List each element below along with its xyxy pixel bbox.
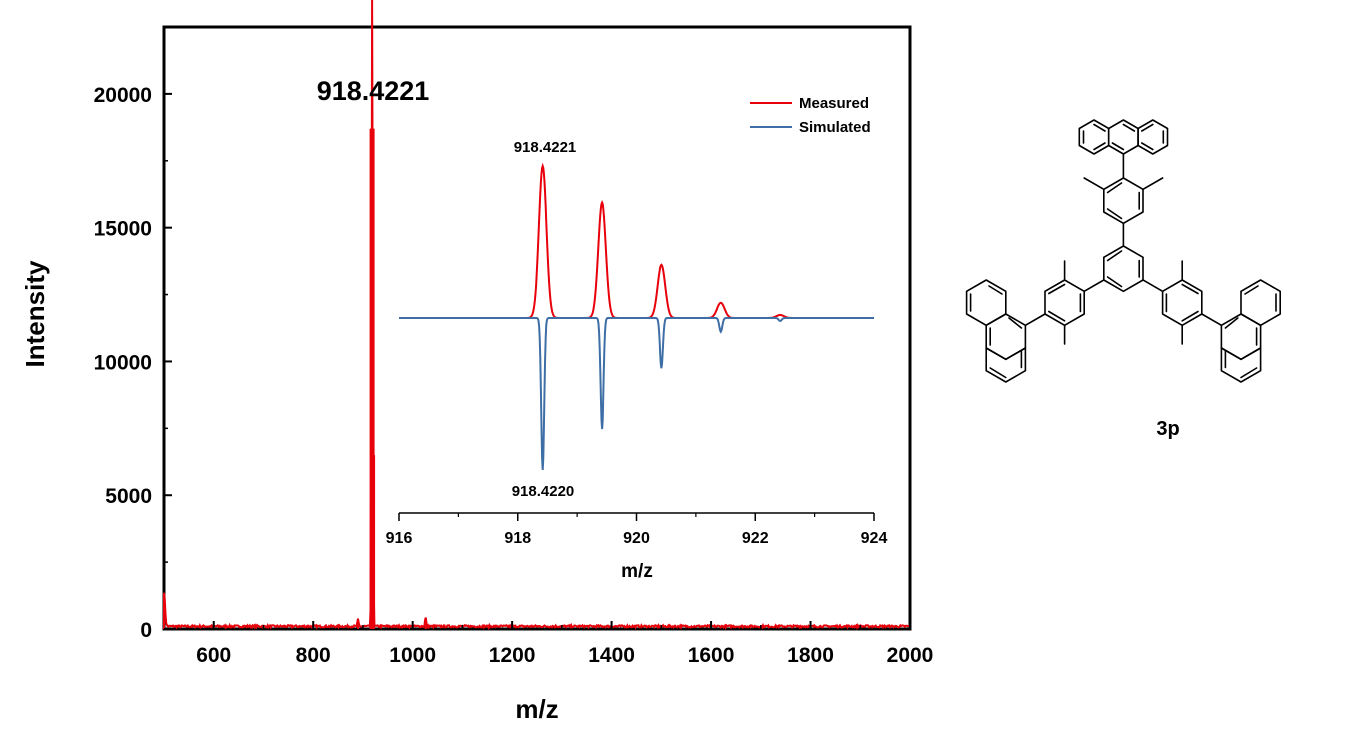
inset-x-axis-title: m/z bbox=[621, 561, 653, 582]
x-tick-label: 1000 bbox=[389, 644, 436, 667]
main-x-ticks: 600 800 1000 1200 1400 1600 1800 2000 bbox=[196, 621, 933, 667]
chemical-structure bbox=[965, 119, 1281, 383]
inset-x-tick-label: 922 bbox=[742, 530, 769, 547]
y-tick-label: 10000 bbox=[94, 351, 152, 374]
inset-series bbox=[399, 162, 874, 471]
legend: Measured Simulated bbox=[750, 95, 871, 136]
x-tick-label: 1400 bbox=[588, 644, 635, 667]
inset-x-ticks: 916 918 920 922 924 bbox=[386, 513, 888, 547]
main-spectrum-line bbox=[163, 0, 911, 631]
main-y-axis-title: Intensity bbox=[20, 260, 50, 367]
inset-x-tick-label: 920 bbox=[623, 530, 650, 547]
inset-simulated-peak-label: 918.4220 bbox=[512, 483, 575, 500]
compound-label: 3p bbox=[1156, 418, 1179, 440]
inset-x-tick-label: 916 bbox=[386, 530, 413, 547]
legend-label-measured: Measured bbox=[799, 95, 869, 112]
y-tick-label: 20000 bbox=[94, 84, 152, 107]
main-plot-frame bbox=[162, 25, 912, 631]
x-tick-label: 1600 bbox=[688, 644, 735, 667]
x-tick-label: 800 bbox=[296, 644, 331, 667]
y-tick-label: 0 bbox=[140, 619, 152, 642]
inset-measured-peak-label: 918.4221 bbox=[514, 139, 577, 156]
x-tick-label: 2000 bbox=[887, 644, 934, 667]
y-tick-label: 15000 bbox=[94, 218, 152, 241]
inset-x-tick-label: 924 bbox=[861, 530, 888, 547]
main-x-axis-title: m/z bbox=[515, 694, 558, 724]
legend-label-simulated: Simulated bbox=[799, 119, 871, 136]
main-plot: 600 800 1000 1200 1400 1600 1800 2000 0 5000 1000… bbox=[20, 0, 933, 724]
y-tick-label: 5000 bbox=[105, 485, 152, 508]
inset-series-line bbox=[399, 162, 874, 319]
inset-plot: 916 918 920 922 924 m/z 918.4221 918.4220 Me… bbox=[386, 95, 888, 582]
main-peak-label: 918.4221 bbox=[317, 76, 430, 106]
x-tick-label: 600 bbox=[196, 644, 231, 667]
inset-x-tick-label: 918 bbox=[504, 530, 531, 547]
inset-series-line bbox=[399, 317, 874, 471]
main-spectrum-series bbox=[163, 0, 911, 631]
main-y-ticks: 0 5000 10000 15000 20000 bbox=[94, 84, 172, 642]
x-tick-label: 1200 bbox=[489, 644, 536, 667]
x-tick-label: 1800 bbox=[787, 644, 834, 667]
